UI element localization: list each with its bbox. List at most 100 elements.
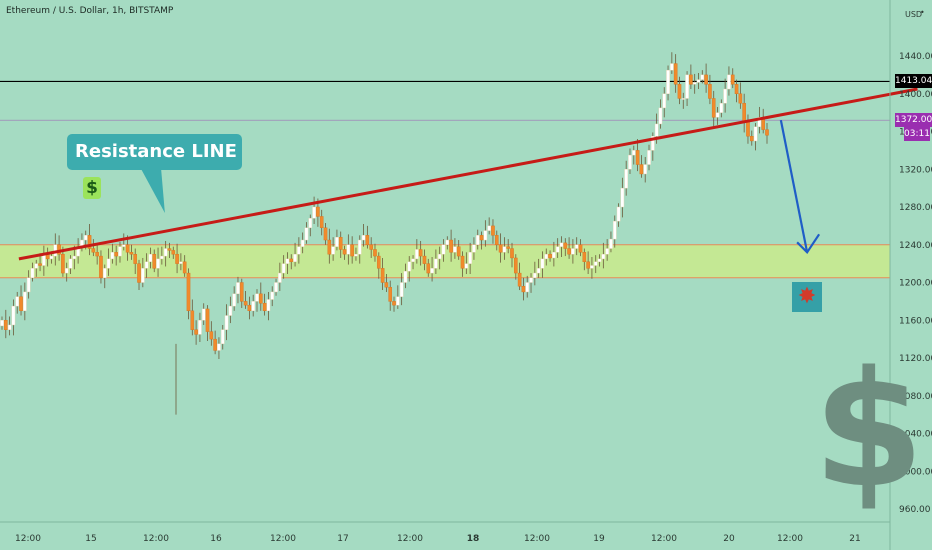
candle-body: [434, 258, 438, 269]
x-tick-label: 16: [210, 534, 222, 544]
candle-body: [574, 244, 579, 249]
candle-body: [445, 239, 450, 245]
projection-arrow-layer: [779, 119, 821, 255]
candle-body: [765, 129, 769, 136]
candle-body: [609, 238, 613, 249]
candle-body: [350, 244, 354, 257]
projection-arrow: [779, 119, 809, 253]
candle-body: [727, 74, 731, 90]
candle-body: [102, 268, 107, 278]
candle-body: [491, 225, 495, 236]
y-tick-label: 960.00: [899, 505, 931, 515]
candle-body: [506, 246, 510, 249]
candle-body: [133, 253, 138, 264]
candle-body: [525, 282, 530, 293]
candle-body: [757, 117, 762, 127]
candle-body: [57, 244, 61, 255]
candle-body: [270, 291, 275, 300]
candle-body: [121, 244, 126, 247]
candle-body: [11, 305, 16, 326]
candle-body: [677, 84, 682, 99]
candle-body: [141, 268, 145, 283]
candle-body: [61, 253, 65, 274]
candle-body: [437, 253, 442, 260]
candle-body: [749, 136, 754, 142]
candle-body: [430, 268, 434, 274]
resistance-line-layer: [18, 87, 918, 261]
candle-body: [297, 246, 301, 255]
candle-body: [369, 244, 373, 250]
candle-body: [205, 308, 210, 332]
candle-body: [220, 329, 225, 345]
candle-body: [125, 244, 130, 253]
candle-body: [335, 236, 339, 247]
candle-body: [723, 88, 727, 104]
candle-body: [15, 296, 20, 307]
candle-body: [106, 258, 111, 269]
candle-body: [612, 220, 617, 240]
candle-body: [68, 258, 73, 269]
candle-body: [692, 82, 697, 85]
y-tick-label: 1200.00: [899, 279, 932, 289]
x-tick-label: 15: [85, 534, 96, 544]
candle-body: [171, 250, 176, 255]
candle-body: [540, 258, 545, 269]
candle-body: [396, 296, 400, 306]
scale-settings-icon[interactable]: •: [920, 8, 925, 17]
candle-body: [498, 244, 503, 253]
candle-body: [167, 248, 172, 251]
candle-body: [555, 246, 560, 253]
candle-body: [651, 136, 655, 151]
candle-body: [198, 320, 202, 335]
candle-body: [715, 112, 720, 118]
candle-body: [194, 329, 198, 335]
candle-body: [376, 255, 381, 269]
candle-body: [361, 235, 366, 241]
candle-body: [415, 249, 419, 260]
candle-body: [563, 242, 568, 249]
candle-body: [734, 84, 739, 94]
candle-body: [23, 291, 27, 312]
candle-body: [91, 248, 96, 253]
currency-label: USD: [905, 10, 923, 19]
candle-body: [666, 69, 670, 94]
candle-body: [0, 320, 4, 327]
x-tick-label: 19: [593, 534, 605, 544]
candle-body: [411, 258, 415, 262]
candle-body: [64, 268, 69, 274]
candle-body: [635, 150, 640, 165]
candle-body: [711, 98, 716, 118]
candle-body: [502, 246, 507, 253]
x-tick-label: 20: [723, 534, 735, 544]
candle-body: [464, 263, 469, 269]
candle-body: [399, 282, 404, 297]
candle-body: [316, 206, 320, 217]
candle-body: [460, 255, 465, 269]
candle-body: [388, 287, 393, 302]
candle-body: [685, 74, 689, 99]
candle-body: [274, 282, 278, 293]
candle-body: [236, 282, 240, 295]
candle-body: [38, 263, 42, 266]
candle-body: [552, 252, 556, 259]
candle-body: [647, 150, 651, 165]
countdown-tag: 03:11: [904, 127, 930, 142]
candle-body: [639, 164, 644, 175]
candle-body: [624, 169, 628, 189]
level-price-tag: 1413.04: [895, 74, 932, 89]
x-tick-label: 12:00: [15, 534, 41, 544]
candle-body: [384, 282, 389, 288]
candle-body: [354, 253, 358, 257]
dollar-sign-icon: $: [813, 336, 925, 523]
candle-body: [479, 235, 484, 241]
candle-body: [293, 253, 297, 262]
candles: [0, 52, 769, 415]
candle-body: [582, 252, 587, 262]
candle-body: [605, 248, 609, 255]
candle-body: [571, 248, 575, 255]
candle-body: [529, 277, 533, 283]
y-tick-label: 1440.00: [899, 52, 932, 62]
candle-body: [251, 301, 255, 312]
candle-body: [597, 258, 602, 262]
